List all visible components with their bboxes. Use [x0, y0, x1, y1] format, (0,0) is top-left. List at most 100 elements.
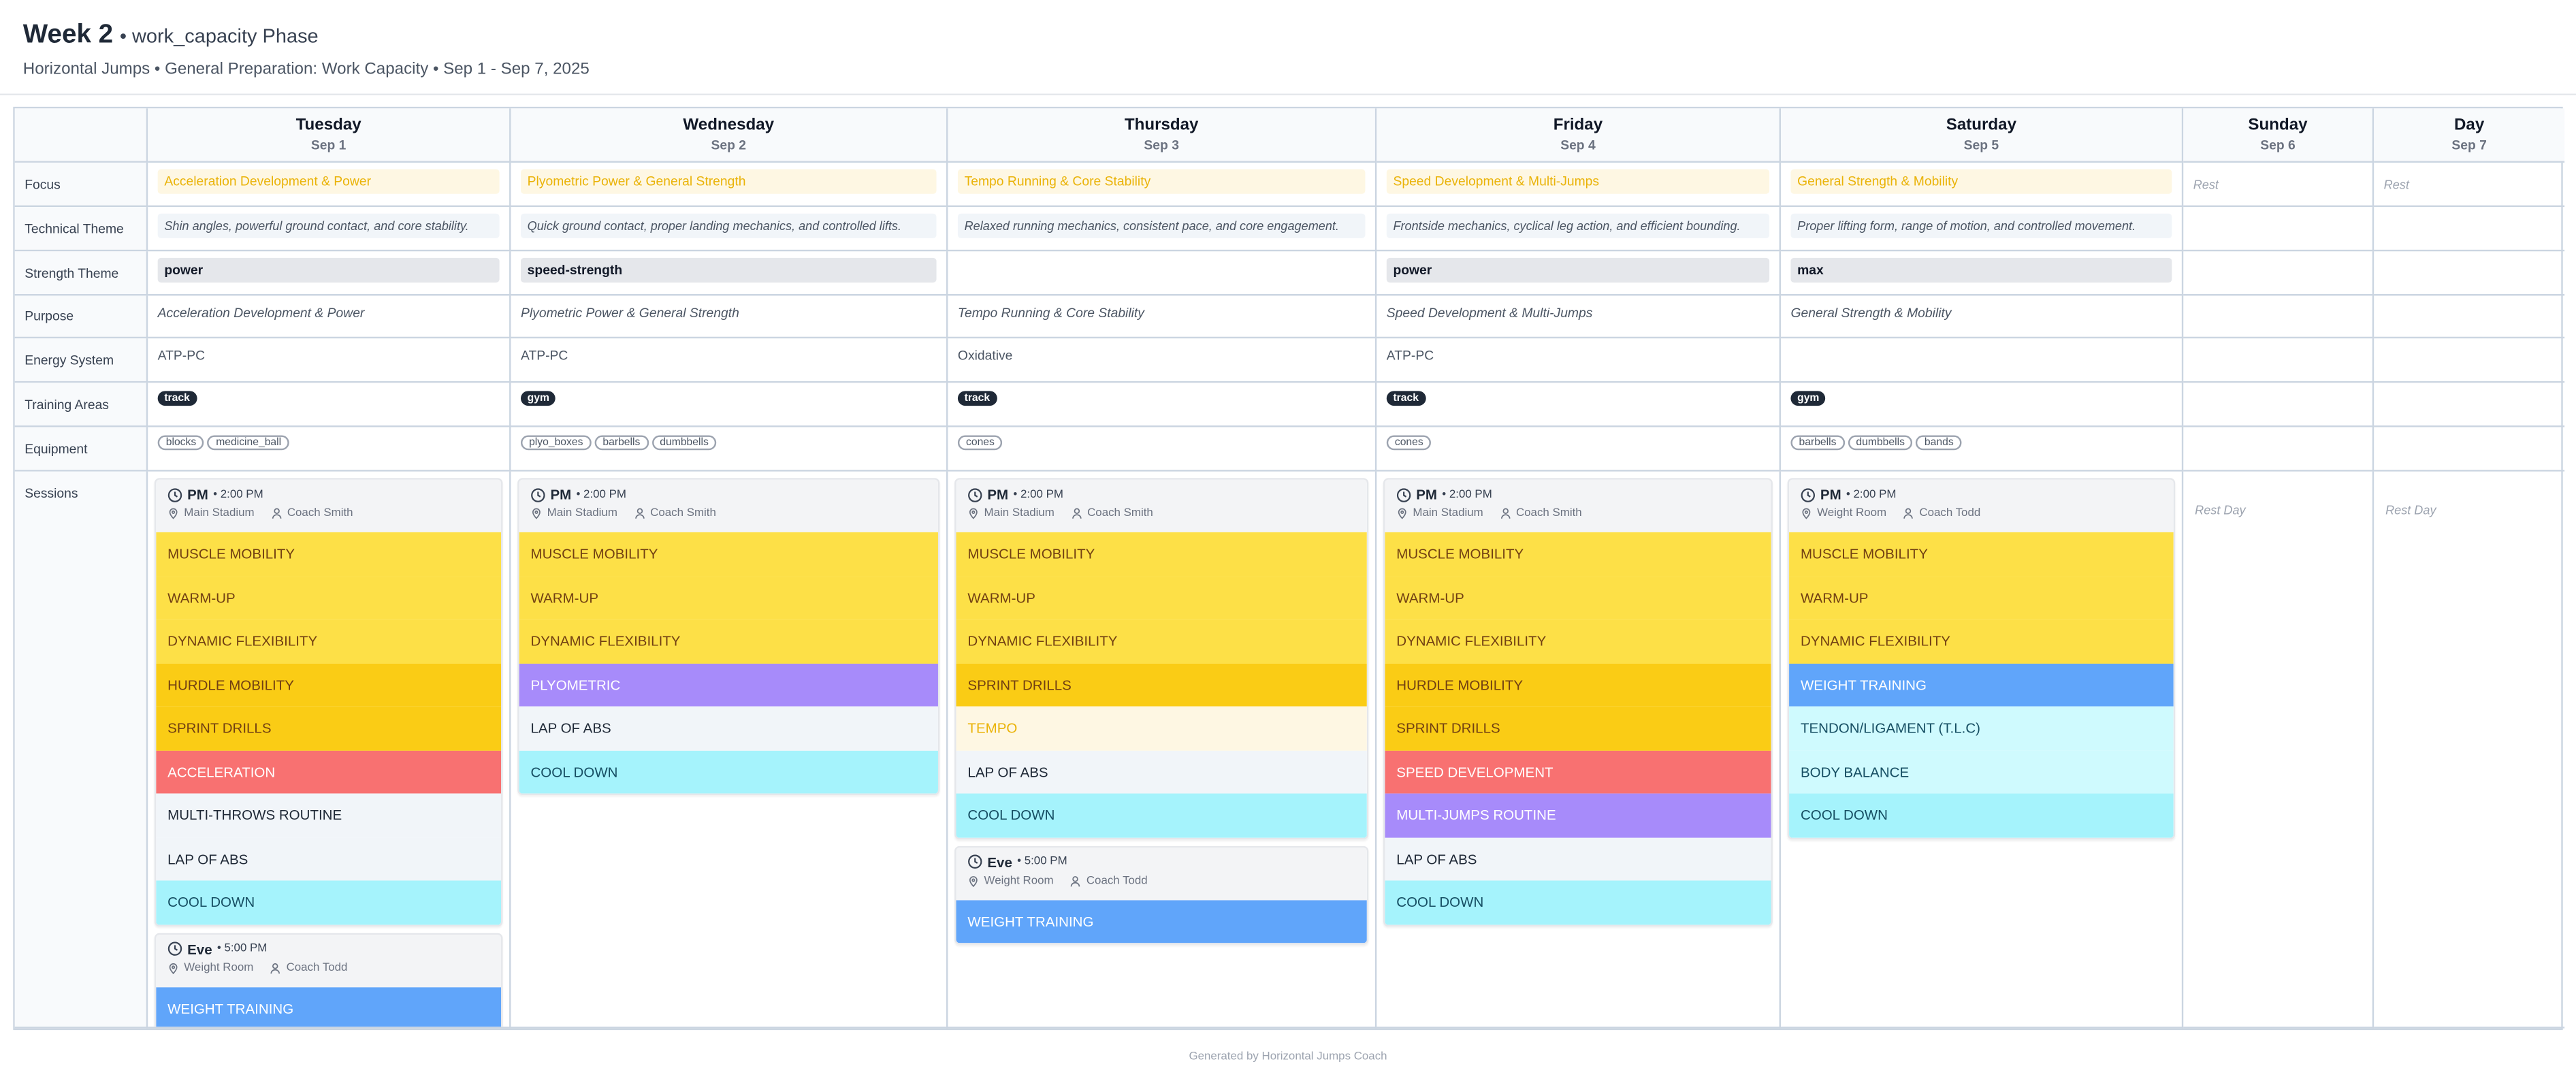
session-meta-row: Main Stadium Coach Smith: [1396, 508, 1759, 519]
person-icon: [634, 508, 645, 519]
equipment-tag: dumbbells: [651, 435, 717, 451]
session-block: PM • 2:00 PM Main Stadium Coach Smith MUSCLE…: [154, 478, 503, 926]
purpose: Plyometric Power & General Strength: [521, 305, 739, 321]
session-header: PM • 2:00 PM Main Stadium Coach Smith: [1385, 479, 1771, 532]
row-label-text: Purpose: [25, 308, 74, 324]
purpose-cell: [2183, 295, 2374, 339]
day-header: Tuesday Sep 1: [148, 108, 511, 163]
day-name: Friday: [1553, 116, 1603, 135]
session-label: PM: [550, 486, 572, 503]
session-coach: Coach Smith: [287, 507, 353, 519]
clock-icon: [1396, 487, 1411, 502]
session-block: PM • 2:00 PM Main Stadium Coach Smith MUSCLE…: [1383, 478, 1773, 926]
technical-theme-cell: [2183, 207, 2374, 252]
row-label: Sessions: [14, 471, 148, 1029]
session-time: • 2:00 PM: [1442, 488, 1492, 500]
strength-theme-cell: [2183, 251, 2374, 296]
purpose-cell: Tempo Running & Core Stability: [948, 295, 1377, 339]
activity: COOL DOWN: [956, 793, 1367, 837]
session-location: Main Stadium: [184, 507, 255, 519]
sessions-cell: PM • 2:00 PM Main Stadium Coach Smith MUSCLE…: [511, 471, 948, 1029]
equipment-cell: plyo_boxes barbells dumbbells: [511, 427, 948, 472]
activity: MULTI-THROWS ROUTINE: [156, 793, 502, 837]
sessions-cell: PM • 2:00 PM Main Stadium Coach Smith MUSCLE…: [148, 471, 511, 1029]
technical-theme: Proper lifting form, range of motion, an…: [1790, 213, 2172, 238]
activity: LAP OF ABS: [956, 749, 1367, 794]
activity: COOL DOWN: [519, 749, 938, 794]
energy-system-cell: ATP-PC: [148, 338, 511, 383]
activity: MUSCLE MOBILITY: [956, 532, 1367, 576]
equipment-tag: barbells: [594, 435, 649, 451]
pin-icon: [969, 508, 978, 519]
training-areas-cell: track: [948, 383, 1377, 427]
session-meta-row: Weight Room Coach Todd: [967, 875, 1355, 886]
energy-system-cell: [1780, 338, 2184, 383]
focus-pill: Rest: [2383, 177, 2409, 193]
rest-day: Rest Day: [2195, 502, 2246, 518]
session-location: Main Stadium: [984, 507, 1054, 519]
activity: MULTI-JUMPS ROUTINE: [1385, 793, 1771, 837]
row-label: Technical Theme: [14, 207, 148, 252]
session-time-row: PM • 2:00 PM: [167, 486, 489, 502]
activity: SPRINT DRILLS: [1385, 706, 1771, 750]
equipment-tag: plyo_boxes: [521, 435, 592, 451]
strength-theme-cell: speed-strength: [511, 251, 948, 296]
activity: HURDLE MOBILITY: [156, 662, 502, 707]
activity: BODY BALANCE: [1789, 749, 2174, 794]
sessions-cell: Rest Day: [2183, 471, 2374, 1029]
clock-icon: [1801, 487, 1816, 502]
focus-cell: Tempo Running & Core Stability: [948, 162, 1377, 208]
activity: MUSCLE MOBILITY: [1789, 532, 2174, 576]
session-block: PM • 2:00 PM Weight Room Coach Todd MUSCLE M…: [1787, 478, 2176, 839]
pin-icon: [169, 508, 178, 519]
day-header: Friday Sep 4: [1376, 108, 1781, 163]
focus-pill: Acceleration Development & Power: [157, 169, 500, 194]
equipment-cell: cones: [1376, 427, 1781, 472]
session-location: Weight Room: [1817, 507, 1887, 519]
purpose-cell: General Strength & Mobility: [1780, 295, 2184, 339]
activity: SPRINT DRILLS: [156, 706, 502, 750]
rest-day: Rest Day: [2385, 502, 2436, 518]
session-location: Main Stadium: [547, 507, 617, 519]
session-location: Weight Room: [184, 961, 254, 973]
activity: TENDON/LIGAMENT (T.L.C): [1789, 706, 2174, 750]
activity: SPEED DEVELOPMENT: [1385, 749, 1771, 794]
day-date: Sep 2: [711, 138, 747, 153]
activity: LAP OF ABS: [1385, 837, 1771, 881]
day-name: Day: [2453, 116, 2485, 135]
training-areas-cell: gym: [1780, 383, 2184, 427]
divider: [0, 93, 2576, 95]
pin-icon: [969, 875, 978, 886]
energy-system-cell: ATP-PC: [511, 338, 948, 383]
session-meta-row: Weight Room Coach Todd: [167, 962, 489, 973]
day-date: Sep 6: [2260, 138, 2296, 153]
energy-system-cell: ATP-PC: [1376, 338, 1781, 383]
strength-theme-cell: power: [148, 251, 511, 296]
activity: LAP OF ABS: [519, 706, 938, 750]
clock-icon: [167, 941, 182, 956]
training-area-tag: track: [157, 391, 197, 406]
session-meta-row: Main Stadium Coach Smith: [167, 508, 489, 519]
day-date: Sep 3: [1144, 138, 1179, 153]
day-date: Sep 4: [1560, 138, 1596, 153]
training-areas-cell: [2374, 383, 2565, 427]
row-label: Strength Theme: [14, 251, 148, 296]
purpose-cell: Plyometric Power & General Strength: [511, 295, 948, 339]
focus-cell: Rest: [2374, 163, 2565, 208]
session-block: Eve • 5:00 PM Weight Room Coach Todd WEIGHT …: [954, 845, 1369, 945]
person-icon: [271, 962, 280, 973]
sessions-cell: PM • 2:00 PM Main Stadium Coach Smith MUSCLE…: [948, 471, 1377, 1029]
focus-pill: Rest: [2193, 177, 2219, 193]
session-header: PM • 2:00 PM Main Stadium Coach Smith: [956, 479, 1367, 532]
row-label-text: Energy System: [25, 352, 114, 368]
phase: • work_capacity Phase: [119, 25, 319, 48]
session-time-row: PM • 2:00 PM: [530, 486, 927, 502]
equipment-cell: [2183, 427, 2374, 472]
equipment-cell: barbells dumbbells bands: [1780, 427, 2184, 472]
technical-theme: Frontside mechanics, cyclical leg action…: [1386, 213, 1770, 238]
pin-icon: [169, 962, 178, 973]
equipment-tag: medicine_ball: [208, 435, 290, 451]
session-label: Eve: [987, 853, 1012, 870]
purpose: Speed Development & Multi-Jumps: [1386, 305, 1593, 321]
session-coach: Coach Todd: [286, 961, 348, 973]
